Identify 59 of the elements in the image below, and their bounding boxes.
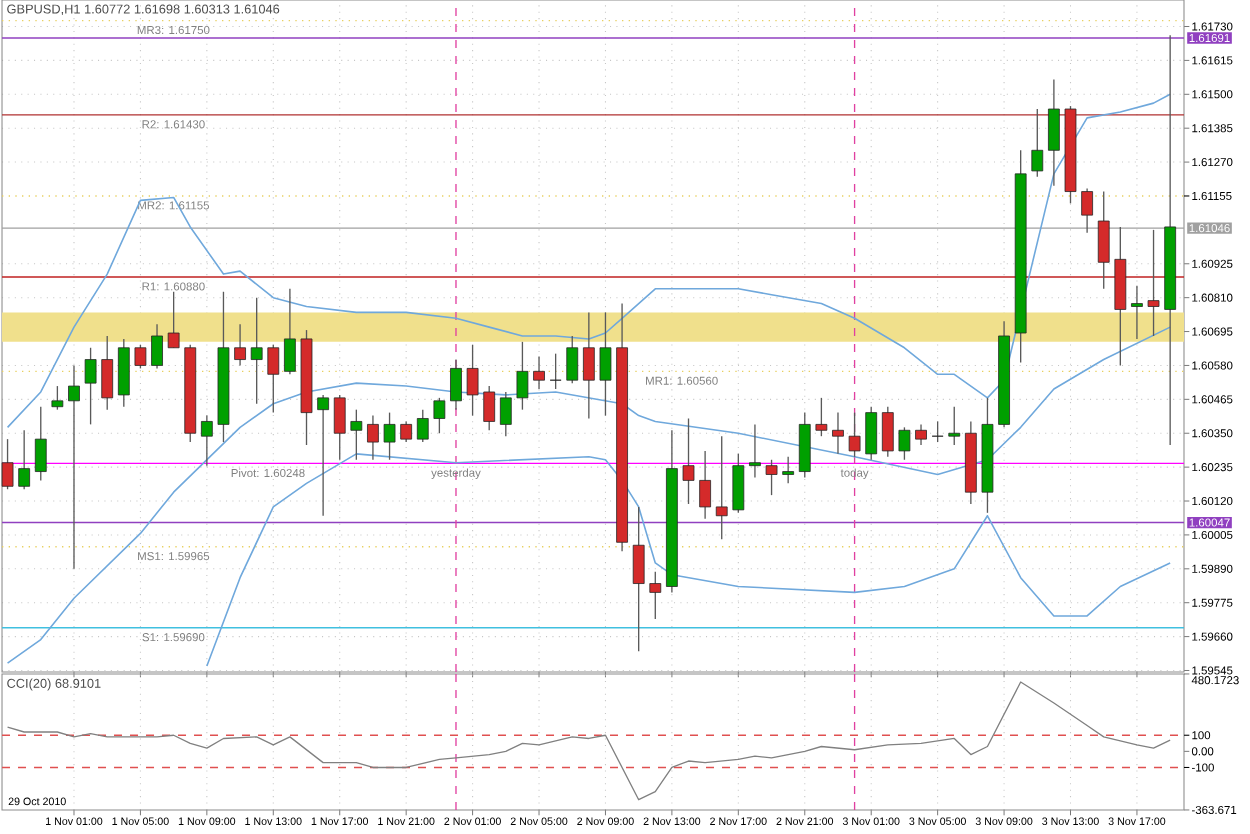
- candlestick: [566, 335, 579, 384]
- candlestick: [400, 420, 413, 443]
- candlestick: [84, 347, 97, 426]
- candlestick: [1048, 78, 1060, 187]
- candlestick: [815, 397, 828, 437]
- candlestick: [151, 323, 163, 370]
- candlestick: [317, 394, 329, 517]
- candlestick: [533, 355, 545, 390]
- candlestick: [749, 423, 761, 479]
- candlestick: [765, 459, 778, 496]
- candlestick: [1, 438, 14, 490]
- candlestick: [499, 391, 512, 437]
- candlestick: [1147, 229, 1160, 337]
- candlestick: [732, 453, 745, 514]
- candlestick: [1031, 108, 1044, 178]
- candlestick: [682, 417, 695, 505]
- candlestick: [234, 323, 246, 367]
- candlestick: [715, 435, 728, 541]
- candlestick: [350, 408, 363, 461]
- candlestick: [582, 311, 595, 420]
- candlestick: [798, 411, 811, 479]
- candlestick: [881, 406, 894, 458]
- candlestick: [167, 291, 180, 349]
- candlestick: [832, 411, 844, 455]
- candlestick: [284, 288, 296, 375]
- candlestick: [898, 426, 911, 461]
- candlestick: [333, 394, 346, 461]
- candlestick: [466, 344, 479, 417]
- candlestick: [599, 311, 612, 417]
- candlestick: [267, 344, 280, 414]
- candlestick: [1131, 285, 1143, 340]
- candlestick: [649, 571, 662, 620]
- candlestick: [848, 411, 861, 458]
- candlestick: [101, 335, 114, 411]
- candlestick: [1081, 187, 1093, 234]
- candlestick: [34, 406, 47, 482]
- candlestick: [915, 423, 927, 446]
- candlestick: [200, 414, 213, 467]
- candlestick: [516, 341, 529, 411]
- candlestick: [865, 406, 878, 461]
- candlestick: [549, 352, 562, 390]
- candlestick: [51, 385, 64, 411]
- candlestick: [931, 420, 944, 443]
- candlestick: [632, 506, 645, 653]
- candlestick: [1097, 190, 1110, 290]
- candlestick: [383, 411, 396, 461]
- candlestick: [433, 397, 446, 434]
- candlestick: [117, 338, 130, 408]
- candlestick: [18, 429, 31, 490]
- candlestick: [134, 344, 147, 370]
- candlestick: [68, 364, 80, 570]
- candlestick: [450, 358, 462, 411]
- candlestick: [699, 450, 711, 520]
- candlestick: [483, 385, 496, 431]
- candlestick: [416, 408, 429, 443]
- candlestick: [782, 456, 795, 485]
- candlestick: [948, 406, 961, 446]
- candlestick: [250, 296, 263, 405]
- candlestick: [367, 414, 379, 461]
